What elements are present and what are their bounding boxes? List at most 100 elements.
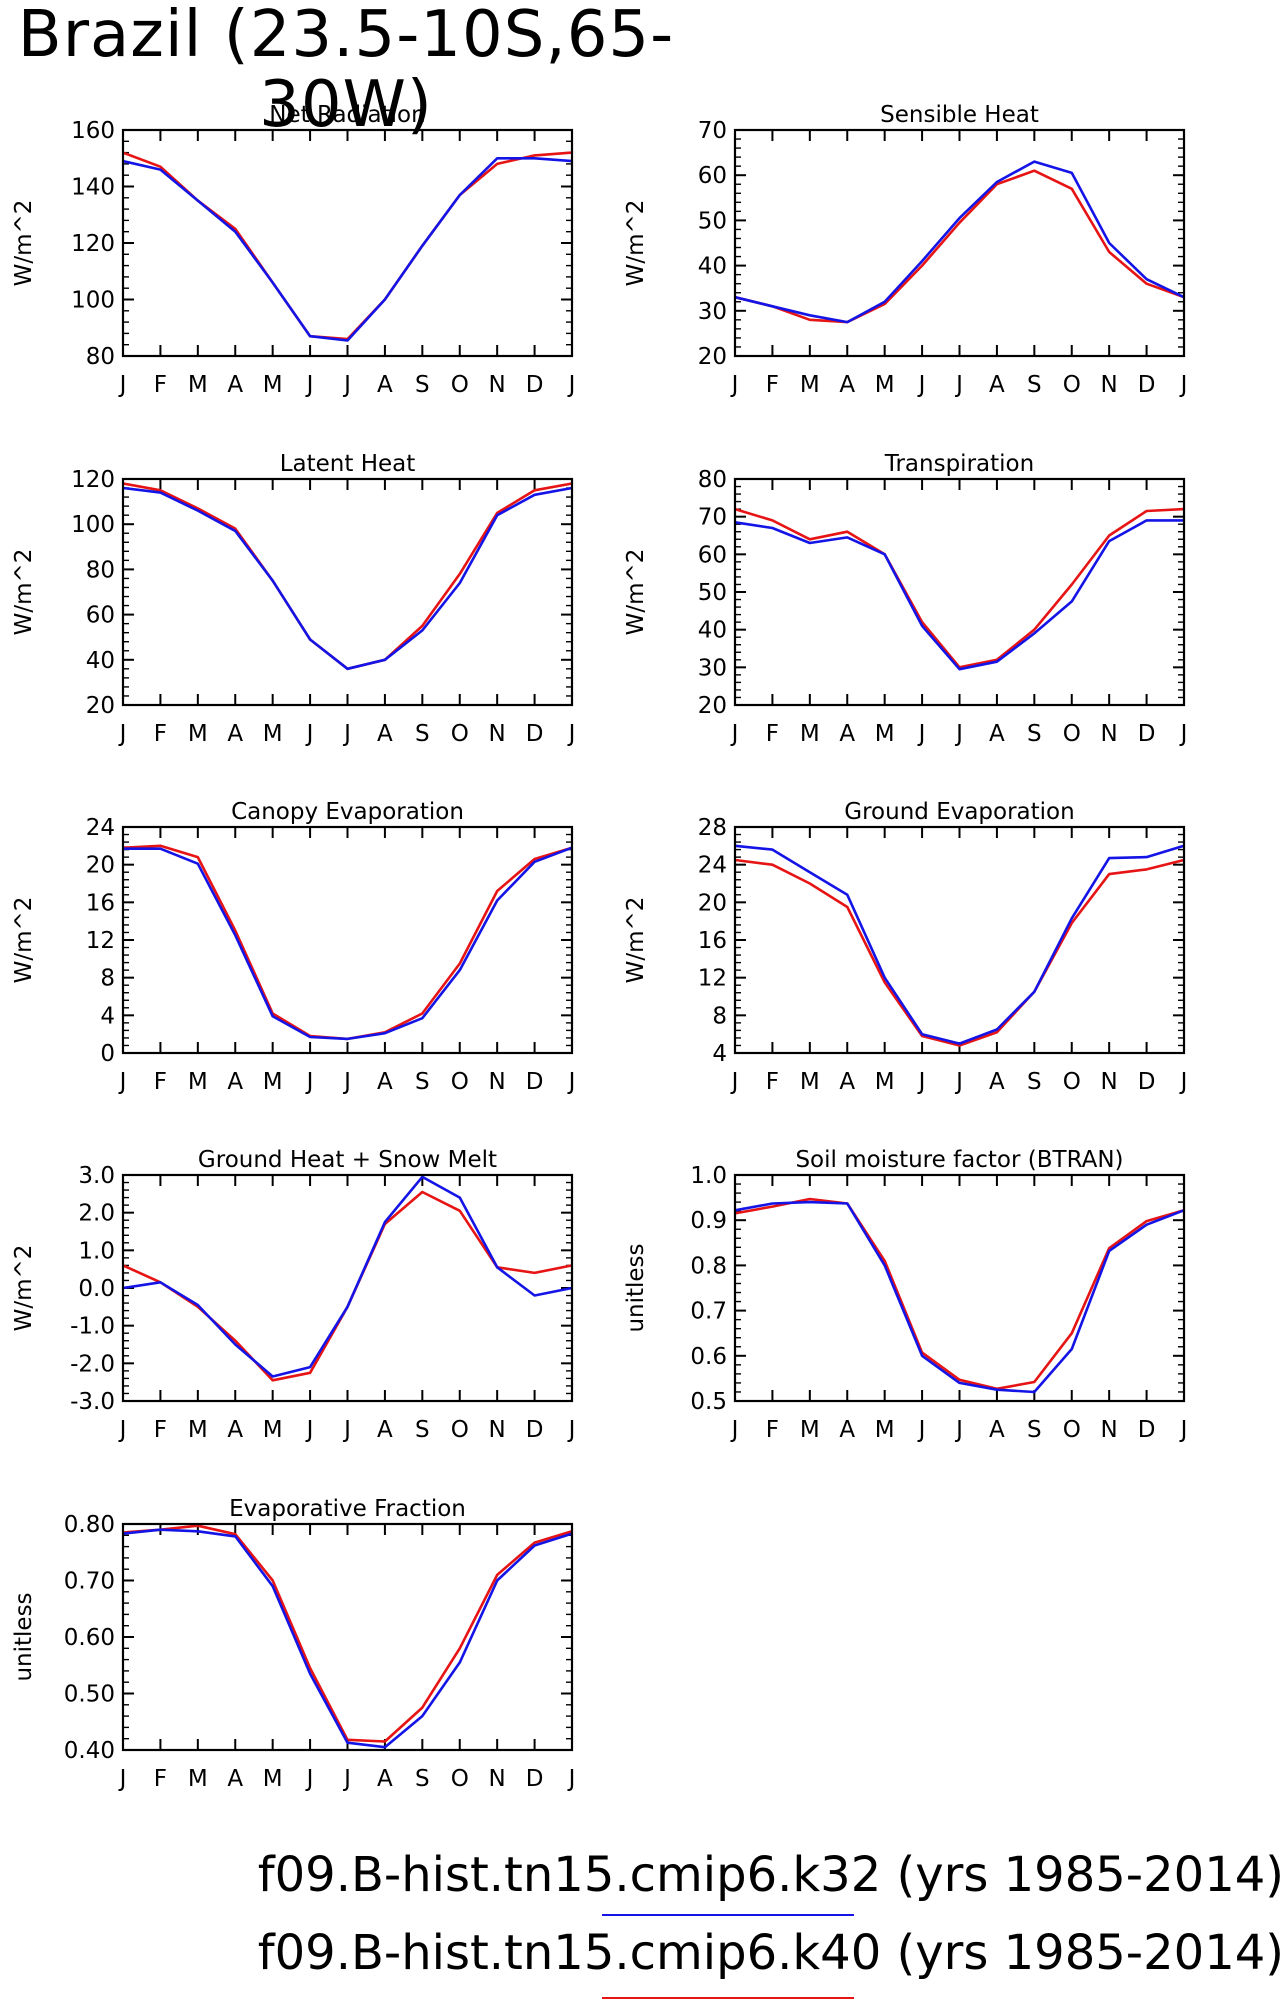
y-axis-label: W/m^2 xyxy=(623,897,649,984)
x-tick-label: M xyxy=(263,721,283,747)
y-axis-label: W/m^2 xyxy=(623,549,649,636)
series-line-k40 xyxy=(122,844,573,1041)
chart-title: Net Radiation xyxy=(269,102,425,128)
y-tick-label: 70 xyxy=(698,118,727,144)
x-tick-label: J xyxy=(917,1417,926,1443)
x-tick-label: N xyxy=(489,372,506,398)
x-tick-label: F xyxy=(154,721,167,747)
plot-frame xyxy=(733,1173,1186,1403)
x-tick-label: D xyxy=(1138,721,1156,747)
x-tick-label: N xyxy=(489,721,506,747)
y-tick-label: 28 xyxy=(698,815,727,841)
x-tick-label: J xyxy=(567,1069,576,1095)
series-line-k32 xyxy=(122,157,573,342)
y-tick-label: 20 xyxy=(86,853,115,879)
x-tick-label: A xyxy=(227,721,243,747)
x-tick-label: J xyxy=(118,1069,127,1095)
y-tick-label: -1.0 xyxy=(70,1314,115,1340)
series-line-k40 xyxy=(122,1524,573,1743)
x-tick-label: F xyxy=(766,372,779,398)
series-line-k40 xyxy=(734,1197,1185,1391)
y-tick-label: 0.0 xyxy=(78,1276,115,1302)
x-tick-label: J xyxy=(1179,372,1188,398)
x-tick-label: F xyxy=(154,372,167,398)
y-axis-label: unitless xyxy=(623,1243,649,1332)
x-tick-label: O xyxy=(1063,372,1081,398)
x-tick-label: D xyxy=(526,1417,544,1443)
x-tick-label: A xyxy=(989,1069,1005,1095)
y-tick-label: 60 xyxy=(698,163,727,189)
x-tick-label: O xyxy=(451,1766,469,1792)
x-tick-label: J xyxy=(305,372,314,398)
page-title: Brazil (23.5-10S,65-30W) xyxy=(17,0,675,142)
x-tick-label: J xyxy=(954,721,963,747)
x-tick-label: S xyxy=(1027,372,1042,398)
y-tick-label: 8 xyxy=(712,1003,727,1029)
chart-title: Canopy Evaporation xyxy=(231,799,464,825)
series-line-k40 xyxy=(734,507,1185,669)
y-tick-label: 0.80 xyxy=(64,1512,115,1538)
x-tick-label: J xyxy=(305,1069,314,1095)
x-tick-label: J xyxy=(567,372,576,398)
x-tick-label: S xyxy=(1027,721,1042,747)
y-tick-label: 80 xyxy=(698,467,727,493)
x-tick-label: A xyxy=(377,1766,393,1792)
y-axis-label: W/m^2 xyxy=(11,897,37,984)
x-tick-label: O xyxy=(1063,1417,1081,1443)
x-tick-label: D xyxy=(1138,1069,1156,1095)
x-tick-label: O xyxy=(451,1069,469,1095)
x-tick-label: S xyxy=(1027,1069,1042,1095)
x-tick-label: J xyxy=(305,1766,314,1792)
x-tick-label: O xyxy=(451,1417,469,1443)
x-tick-label: J xyxy=(730,1417,739,1443)
x-tick-label: J xyxy=(342,1766,351,1792)
y-tick-label: 2.0 xyxy=(78,1201,115,1227)
x-tick-label: J xyxy=(730,372,739,398)
series-line-k32 xyxy=(734,844,1185,1045)
y-tick-label: 60 xyxy=(698,542,727,568)
plot-frame xyxy=(121,128,574,358)
series-line-k40 xyxy=(734,169,1185,324)
series-line-k32 xyxy=(734,1200,1185,1394)
x-tick-label: J xyxy=(1179,1417,1188,1443)
y-tick-label: 1.0 xyxy=(690,1163,727,1189)
y-tick-label: 20 xyxy=(698,890,727,916)
y-tick-label: 70 xyxy=(698,505,727,531)
x-tick-label: F xyxy=(766,1417,779,1443)
y-tick-label: 1.0 xyxy=(78,1238,115,1264)
x-tick-label: A xyxy=(377,1417,393,1443)
legend-entry-k32: f09.B-hist.tn15.cmip6.k32 (yrs 1985-2014… xyxy=(257,1847,1284,1903)
x-tick-label: N xyxy=(489,1417,506,1443)
y-tick-label: 12 xyxy=(86,928,115,954)
y-tick-label: 80 xyxy=(86,344,115,370)
y-tick-label: 0.5 xyxy=(690,1389,727,1415)
series-line-k40 xyxy=(734,858,1185,1047)
x-tick-label: M xyxy=(188,1417,208,1443)
y-tick-label: 100 xyxy=(71,288,115,314)
y-axis-label: W/m^2 xyxy=(11,200,37,287)
x-tick-label: J xyxy=(1179,1069,1188,1095)
y-axis-label: W/m^2 xyxy=(11,1245,37,1332)
plot-frame xyxy=(121,1173,574,1403)
x-tick-label: M xyxy=(188,1766,208,1792)
y-tick-label: 120 xyxy=(71,231,115,257)
y-tick-label: 20 xyxy=(86,693,115,719)
y-tick-label: 100 xyxy=(71,512,115,538)
x-tick-label: D xyxy=(1138,372,1156,398)
x-tick-label: J xyxy=(118,1766,127,1792)
x-tick-label: M xyxy=(800,372,820,398)
chart-ground-heat-snow-melt: -3.0-2.0-1.00.01.02.03.0J F M A M J J A S O N D JGro… xyxy=(11,1147,575,1443)
y-tick-label: 0 xyxy=(100,1041,115,1067)
x-tick-label: M xyxy=(875,721,895,747)
y-tick-label: 120 xyxy=(71,467,115,493)
x-tick-label: A xyxy=(989,372,1005,398)
x-tick-label: J xyxy=(118,721,127,747)
x-tick-label: J xyxy=(730,1069,739,1095)
x-tick-label: J xyxy=(567,721,576,747)
y-tick-label: 140 xyxy=(71,175,115,201)
y-tick-label: 0.6 xyxy=(690,1344,727,1370)
x-tick-label: A xyxy=(839,372,855,398)
y-tick-label: 0.60 xyxy=(64,1625,115,1651)
